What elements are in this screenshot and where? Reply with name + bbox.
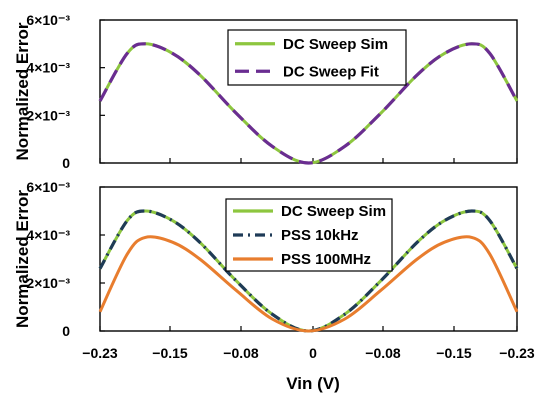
legend-box [227,29,407,86]
x-tick-label: −0.23 [82,345,118,361]
x-tick-label: −0.23 [499,345,535,361]
legend: DC Sweep Sim PSS 10kHz PSS 100MHz [225,198,393,272]
bottom-panel: 0 2×10⁻³ 4×10⁻³ 6×10⁻³ −0.23 −0.15 −0.08 0 −0.08… [13,179,535,361]
legend-label: PSS 100MHz [281,251,371,268]
x-axis-label: Vin (V) [286,374,340,393]
legend: DC Sweep Sim DC Sweep Fit [227,29,407,86]
y-tick-label: 0 [62,155,70,171]
x-tick-label: −0.08 [365,345,401,361]
x-tick-label: −0.15 [152,345,188,361]
y-tick-label: 6×10⁻³ [26,179,70,195]
y-tick-label: 6×10⁻³ [26,12,70,28]
legend-label: DC Sweep Sim [281,203,386,220]
y-axis-label: Normalized Error [13,22,32,160]
y-tick-label: 4×10⁻³ [26,227,70,243]
legend-label: DC Sweep Fit [283,63,379,80]
x-tick-label: −0.08 [223,345,259,361]
x-tick-label: 0 [309,345,317,361]
y-tick-label: 0 [62,323,70,339]
y-tick-label: 4×10⁻³ [26,60,70,76]
legend-label: DC Sweep Sim [283,36,388,53]
x-tick-label: −0.15 [436,345,472,361]
y-tick-label: 2×10⁻³ [26,275,70,291]
y-tick-label: 2×10⁻³ [26,107,70,123]
y-axis-label: Normalized Error [13,190,32,328]
legend-label: PSS 10kHz [281,227,359,244]
